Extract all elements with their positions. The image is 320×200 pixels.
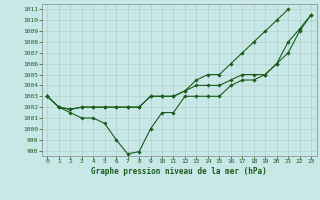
X-axis label: Graphe pression niveau de la mer (hPa): Graphe pression niveau de la mer (hPa)	[91, 167, 267, 176]
